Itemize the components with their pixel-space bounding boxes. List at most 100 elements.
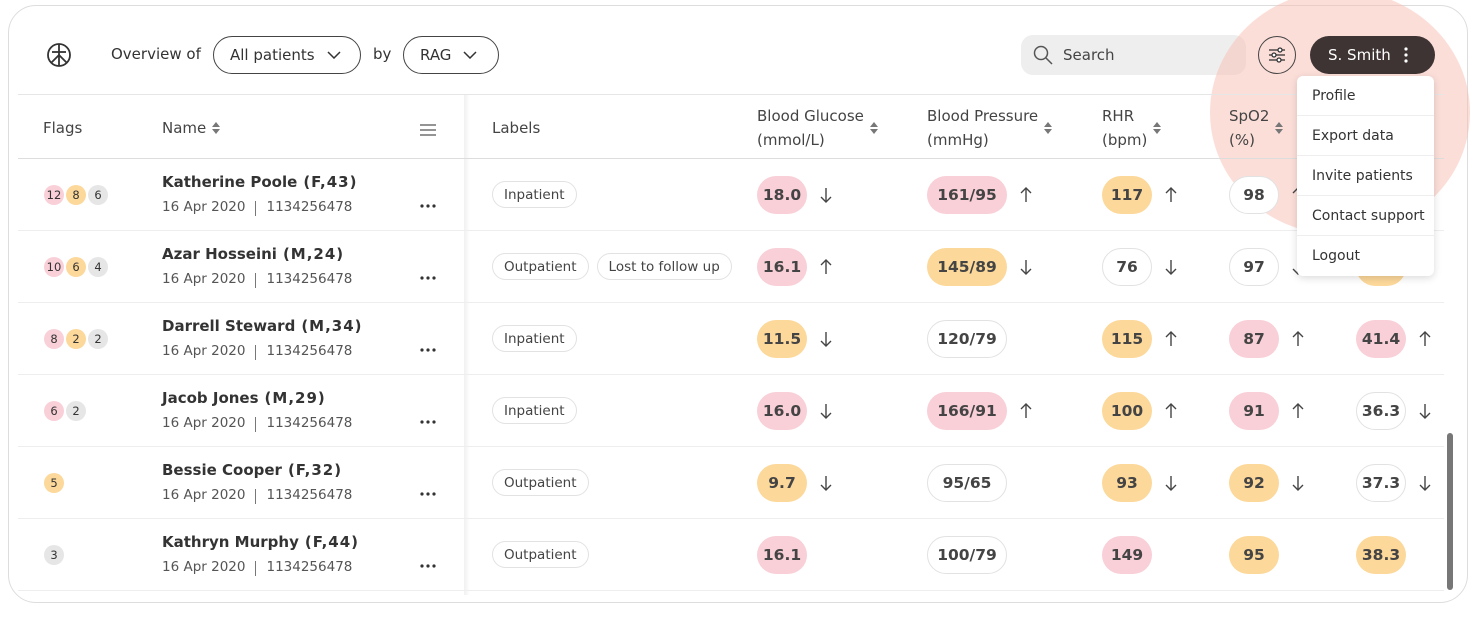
vital-pill: 41.4 xyxy=(1356,320,1406,358)
name: Katherine Poole xyxy=(162,173,298,191)
vital: 120/79 xyxy=(927,320,1007,358)
date: 16 Apr 2020 xyxy=(162,559,246,575)
row-actions[interactable] xyxy=(420,409,436,428)
search-placeholder: Search xyxy=(1063,46,1115,64)
trend-arrow xyxy=(819,331,833,347)
divider xyxy=(255,345,257,360)
date: 16 Apr 2020 xyxy=(162,271,246,287)
vital-pill: 76 xyxy=(1102,248,1152,286)
vital: 16.0 xyxy=(757,392,833,430)
col-flags: Flags xyxy=(43,119,83,137)
flag: 2 xyxy=(88,329,108,349)
flag: 3 xyxy=(44,545,64,565)
col-name[interactable]: Name xyxy=(162,116,221,140)
vital: 18.0 xyxy=(757,176,833,214)
patient-name: Katherine Poole (F,43) xyxy=(162,173,357,191)
flag: 8 xyxy=(44,329,64,349)
trend-arrow xyxy=(1418,403,1432,419)
vital-pill: 145/89 xyxy=(927,248,1007,286)
date: 16 Apr 2020 xyxy=(162,487,246,503)
menu-item[interactable]: Export data xyxy=(1297,116,1434,156)
vital: 145/89 xyxy=(927,248,1033,286)
menu-item[interactable]: Invite patients xyxy=(1297,156,1434,196)
trend-arrow xyxy=(819,403,833,419)
group-select[interactable]: RAG xyxy=(403,36,499,74)
vital-pill: 37.3 xyxy=(1356,464,1406,502)
vital-pill: 95 xyxy=(1229,536,1279,574)
vital: 91 xyxy=(1229,392,1305,430)
column-menu[interactable] xyxy=(420,121,436,140)
menu-item[interactable]: Logout xyxy=(1312,248,1360,264)
demographics: (M,29) xyxy=(264,389,326,407)
patient-name: Darrell Steward (M,34) xyxy=(162,317,363,335)
col-labels: Labels xyxy=(492,119,541,137)
vital-pill: 16.1 xyxy=(757,248,807,286)
row-actions[interactable] xyxy=(420,481,436,500)
col-title-line: Blood Glucose xyxy=(757,107,864,125)
date: 16 Apr 2020 xyxy=(162,343,246,359)
row-actions[interactable] xyxy=(420,553,436,572)
col-title: Blood Glucose (mmol/L) xyxy=(757,104,864,152)
menu-item[interactable]: Contact support xyxy=(1297,196,1434,236)
patient-name: Azar Hosseini (M,24) xyxy=(162,245,344,263)
flag: 6 xyxy=(88,185,108,205)
col-pressure[interactable]: Blood Pressure (mmHg) xyxy=(927,104,1053,152)
trend-arrow xyxy=(819,475,833,491)
patient-filter[interactable]: All patients xyxy=(213,36,361,74)
flag: 4 xyxy=(88,257,108,277)
group-text: RAG xyxy=(420,46,452,64)
vital-pill: 9.7 xyxy=(757,464,807,502)
label-chip: Outpatient xyxy=(492,469,589,496)
vital-pill: 38.3 xyxy=(1356,536,1406,574)
row-line xyxy=(18,590,1444,591)
vital-pill: 120/79 xyxy=(927,320,1007,358)
vital-pill: 91 xyxy=(1229,392,1279,430)
demographics: (M,24) xyxy=(282,245,345,263)
user-menu: Profile Export data Invite patients Contact… xyxy=(1297,76,1434,276)
vital-pill: 161/95 xyxy=(927,176,1007,214)
vital-pill: 93 xyxy=(1102,464,1152,502)
row-actions[interactable] xyxy=(420,193,436,212)
col-unit-line: (bpm) xyxy=(1102,131,1148,149)
trend-arrow xyxy=(1164,259,1178,275)
vital-pill: 95/65 xyxy=(927,464,1007,502)
vital-pill: 11.5 xyxy=(757,320,807,358)
vital: 93 xyxy=(1102,464,1178,502)
search[interactable]: Search xyxy=(1021,35,1246,75)
row-actions[interactable] xyxy=(420,265,436,284)
vital: 37.3 xyxy=(1356,464,1432,502)
menu-item[interactable]: Profile xyxy=(1297,76,1434,116)
trend-arrow xyxy=(1291,403,1305,419)
settings-button[interactable] xyxy=(1258,36,1296,74)
row-line xyxy=(18,446,1444,447)
col-spo2[interactable]: SpO2 (%) xyxy=(1229,104,1284,152)
col-glucose[interactable]: Blood Glucose (mmol/L) xyxy=(757,104,878,152)
trend-arrow xyxy=(819,259,833,275)
labels: Inpatient xyxy=(492,181,577,208)
vital: 9.7 xyxy=(757,464,833,502)
patient-id: 1134256478 xyxy=(266,271,353,287)
vital-pill: 16.1 xyxy=(757,536,807,574)
trend-arrow xyxy=(1164,403,1178,419)
trend-arrow xyxy=(1418,331,1432,347)
trend-arrow xyxy=(1164,331,1178,347)
filter-text: All patients xyxy=(230,46,315,64)
trend-arrow xyxy=(1164,187,1178,203)
col-title: SpO2 (%) xyxy=(1229,104,1269,152)
trend-arrow xyxy=(1019,403,1033,419)
row-actions[interactable] xyxy=(420,337,436,356)
row-line xyxy=(18,518,1444,519)
patient-meta: 16 Apr 2020 1134256478 xyxy=(162,487,352,504)
col-title-line: SpO2 xyxy=(1229,107,1270,125)
flags: 3 xyxy=(44,545,66,565)
vital-pill: 98 xyxy=(1229,176,1279,214)
divider xyxy=(255,273,257,288)
trend-arrow xyxy=(819,187,833,203)
vital-pill: 166/91 xyxy=(927,392,1007,430)
col-rhr[interactable]: RHR (bpm) xyxy=(1102,104,1162,152)
demographics: (M,34) xyxy=(301,317,363,335)
user-button[interactable]: S. Smith xyxy=(1310,36,1435,74)
trend-arrow xyxy=(1019,259,1033,275)
labels: Outpatient xyxy=(492,541,589,568)
